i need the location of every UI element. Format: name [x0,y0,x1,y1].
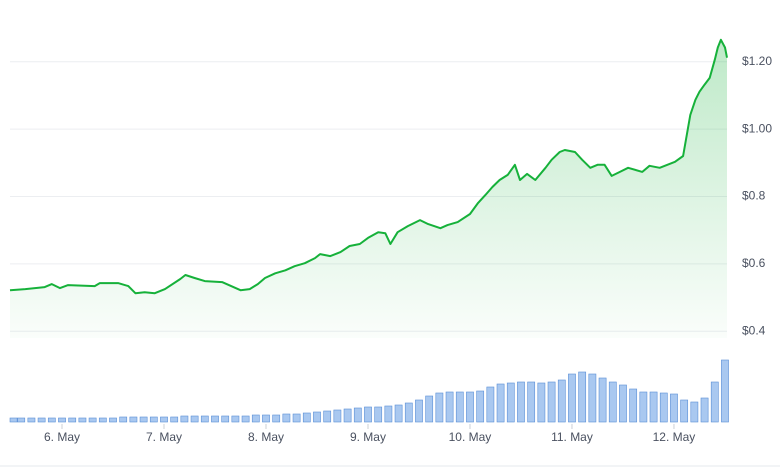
x-tick-label: 9. May [350,430,386,444]
volume-bar [588,373,597,423]
x-tick-label: 8. May [248,430,284,444]
volume-bar [557,379,566,423]
volume-bar [496,383,505,423]
volume-bar [700,397,709,423]
volume-bar [221,415,230,423]
price-line [9,38,728,295]
volume-bar [343,408,352,423]
volume-bar [272,414,281,423]
volume-bar [578,371,587,423]
volume-bar [129,416,138,423]
volume-bar [211,415,219,423]
x-tick-label: 10. May [449,430,492,444]
volume-bar [333,409,342,423]
volume-bar [547,381,556,423]
area-fill [10,39,727,339]
volume-bar [323,410,332,423]
volume-bar [486,386,495,423]
volume-bar [98,417,107,423]
volume-bar [506,382,515,423]
volume-bar [88,417,97,423]
volume-bar [109,417,117,423]
volume-bar [170,416,179,423]
volume-bar [58,417,66,423]
volume-bar [537,382,546,423]
volume-bar [251,414,260,423]
volume-bar [292,413,301,423]
volume-bar [710,381,719,423]
x-tick-label: 7. May [146,430,182,444]
volume-bar [455,391,464,423]
x-tick-label: 12. May [653,430,696,444]
volume-bar [282,413,291,423]
volume-bar [160,416,168,423]
volume-bar [608,381,617,423]
y-tick-label: $0.4 [742,323,766,337]
volume-bar [721,359,729,423]
volume-bar [190,415,199,423]
volume-bar [690,401,699,423]
volume-bar [598,377,607,423]
volume-bar [649,391,658,423]
volume-bar [241,415,250,423]
y-tick-label: $1.00 [742,121,772,135]
volume-bar [17,417,26,423]
volume-bar [180,415,189,423]
volume-bar [527,381,536,423]
volume-bar [119,416,128,423]
volume-bar [78,417,87,423]
volume-bar [466,391,474,423]
volume-bar [639,391,648,423]
x-tick-label: 11. May [551,430,593,444]
volume-bar [9,417,18,423]
volume-bar [353,407,362,423]
volume-bar [313,411,321,423]
y-tick-label: $0.6 [742,256,766,270]
volume-bar [670,393,678,423]
volume-bar [659,392,668,423]
volume-bar [200,415,209,423]
volume-bar [149,416,158,423]
volume-bar [27,417,36,423]
volume-bar [68,417,77,423]
volume-bar [384,405,393,423]
volume-bar [394,404,403,423]
volume-bar [37,417,46,423]
volume-bar [435,392,444,423]
volume-bar [374,406,383,423]
volume-bar [364,406,372,423]
volume-bar [476,390,485,423]
x-tick-label: 6. May [44,430,80,444]
volume-bar [231,415,240,423]
volume-bar [262,414,270,423]
volume-bar [47,417,56,423]
y-tick-label: $1.20 [742,54,772,68]
volume-bar [425,395,434,423]
volume-bar [568,373,576,423]
volume-bar [619,384,627,423]
volume-bar [629,388,638,423]
volume-bar [415,399,423,423]
volume-bar [517,381,525,423]
volume-bar [404,402,413,423]
y-tick-label: $0.8 [742,189,766,203]
volume-bar [445,391,454,423]
volume-bar [302,412,311,423]
volume-bar [139,416,148,423]
volume-bar [680,399,689,423]
